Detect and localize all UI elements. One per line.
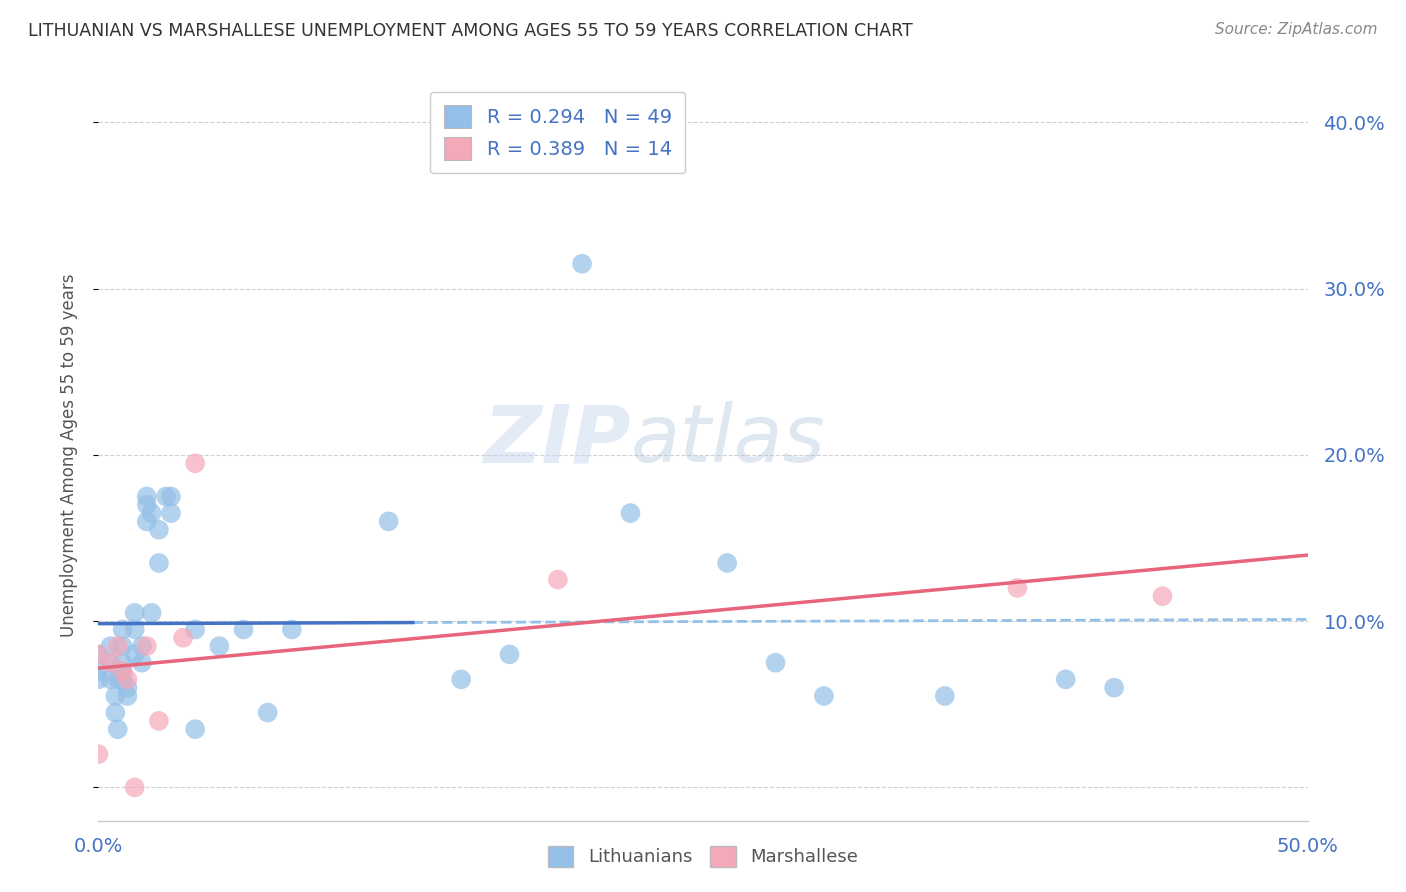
Point [104, 689, 127, 703]
Point [124, 623, 146, 637]
Point [104, 706, 127, 720]
Text: LITHUANIAN VS MARSHALLESE UNEMPLOYMENT AMONG AGES 55 TO 59 YEARS CORRELATION CHA: LITHUANIAN VS MARSHALLESE UNEMPLOYMENT A… [28, 22, 912, 40]
Point [184, 723, 207, 737]
Point [619, 506, 641, 520]
Point [111, 664, 134, 678]
Point [87, 747, 110, 761]
Point [377, 515, 399, 529]
Point [135, 515, 157, 529]
Point [131, 656, 153, 670]
Point [1102, 681, 1125, 695]
Point [716, 556, 738, 570]
Point [100, 656, 122, 670]
Point [117, 689, 139, 703]
Point [111, 673, 134, 687]
Point [87, 673, 110, 687]
Point [131, 639, 153, 653]
Point [87, 664, 110, 678]
Point [100, 656, 122, 670]
Point [450, 673, 472, 687]
Point [111, 664, 134, 678]
Text: Source: ZipAtlas.com: Source: ZipAtlas.com [1215, 22, 1378, 37]
Point [571, 257, 593, 271]
Y-axis label: Unemployment Among Ages 55 to 59 years: Unemployment Among Ages 55 to 59 years [59, 273, 77, 637]
Point [107, 639, 129, 653]
Point [100, 673, 122, 687]
Point [111, 623, 134, 637]
Point [117, 681, 139, 695]
Point [111, 656, 134, 670]
Point [148, 556, 170, 570]
Point [155, 490, 177, 504]
Point [934, 689, 956, 703]
Point [87, 648, 110, 662]
Point [1007, 581, 1029, 595]
Point [160, 506, 183, 520]
Point [160, 490, 183, 504]
Point [256, 706, 278, 720]
Point [135, 498, 157, 512]
Point [141, 506, 163, 520]
Point [148, 714, 170, 728]
Text: atlas: atlas [630, 401, 825, 479]
Point [124, 780, 146, 795]
Point [100, 639, 122, 653]
Text: ZIP: ZIP [484, 401, 630, 479]
Point [124, 648, 146, 662]
Point [813, 689, 835, 703]
Point [232, 623, 254, 637]
Point [281, 623, 304, 637]
Point [135, 639, 157, 653]
Point [1054, 673, 1077, 687]
Point [184, 623, 207, 637]
Point [111, 639, 134, 653]
Point [172, 631, 194, 645]
Point [547, 573, 569, 587]
Legend: Lithuanians, Marshallese: Lithuanians, Marshallese [541, 838, 865, 874]
Point [184, 456, 207, 470]
Point [124, 606, 146, 620]
Point [107, 673, 129, 687]
Point [87, 648, 110, 662]
Point [765, 656, 787, 670]
Point [141, 606, 163, 620]
Point [208, 639, 231, 653]
Point [148, 523, 170, 537]
Point [107, 723, 129, 737]
Point [135, 490, 157, 504]
Point [1152, 589, 1174, 603]
Point [498, 648, 520, 662]
Point [117, 673, 139, 687]
